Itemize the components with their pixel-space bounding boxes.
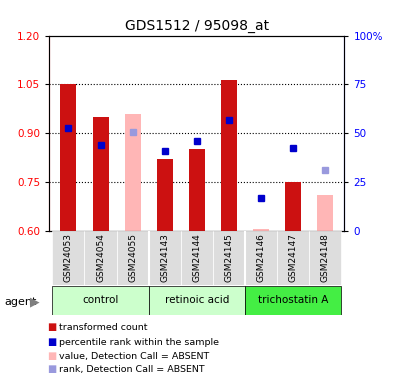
Bar xyxy=(188,149,204,231)
Text: GSM24143: GSM24143 xyxy=(160,233,169,282)
FancyBboxPatch shape xyxy=(148,231,180,285)
Text: trichostatin A: trichostatin A xyxy=(257,296,328,305)
Text: GSM24144: GSM24144 xyxy=(192,233,201,282)
FancyBboxPatch shape xyxy=(244,231,276,285)
Bar xyxy=(316,195,333,231)
Text: retinoic acid: retinoic acid xyxy=(164,296,229,305)
Bar xyxy=(220,80,236,231)
Text: agent: agent xyxy=(4,297,36,307)
Text: ■: ■ xyxy=(47,364,56,374)
Title: GDS1512 / 95098_at: GDS1512 / 95098_at xyxy=(124,19,268,33)
Text: transformed count: transformed count xyxy=(59,323,148,332)
Text: percentile rank within the sample: percentile rank within the sample xyxy=(59,338,219,347)
Bar xyxy=(60,84,76,231)
FancyBboxPatch shape xyxy=(84,231,116,285)
Bar xyxy=(124,114,140,231)
FancyBboxPatch shape xyxy=(308,231,340,285)
FancyBboxPatch shape xyxy=(148,286,244,315)
Text: ■: ■ xyxy=(47,351,56,361)
Text: GSM24055: GSM24055 xyxy=(128,233,137,282)
FancyBboxPatch shape xyxy=(52,286,148,315)
Text: GSM24054: GSM24054 xyxy=(96,233,105,282)
Text: control: control xyxy=(82,296,119,305)
FancyBboxPatch shape xyxy=(276,231,308,285)
FancyBboxPatch shape xyxy=(116,231,148,285)
Text: GSM24148: GSM24148 xyxy=(320,233,329,282)
Bar xyxy=(252,229,268,231)
Bar xyxy=(156,159,172,231)
Bar xyxy=(252,229,268,231)
Text: value, Detection Call = ABSENT: value, Detection Call = ABSENT xyxy=(59,352,209,361)
Text: ▶: ▶ xyxy=(30,296,40,308)
Text: ■: ■ xyxy=(47,337,56,347)
Text: GSM24053: GSM24053 xyxy=(64,233,73,282)
Text: GSM24145: GSM24145 xyxy=(224,233,233,282)
FancyBboxPatch shape xyxy=(244,286,340,315)
FancyBboxPatch shape xyxy=(180,231,212,285)
Bar xyxy=(284,182,300,231)
FancyBboxPatch shape xyxy=(212,231,244,285)
Bar xyxy=(92,117,108,231)
Text: rank, Detection Call = ABSENT: rank, Detection Call = ABSENT xyxy=(59,365,204,374)
Text: GSM24146: GSM24146 xyxy=(256,233,265,282)
Text: ■: ■ xyxy=(47,322,56,332)
FancyBboxPatch shape xyxy=(52,231,84,285)
Text: GSM24147: GSM24147 xyxy=(288,233,297,282)
